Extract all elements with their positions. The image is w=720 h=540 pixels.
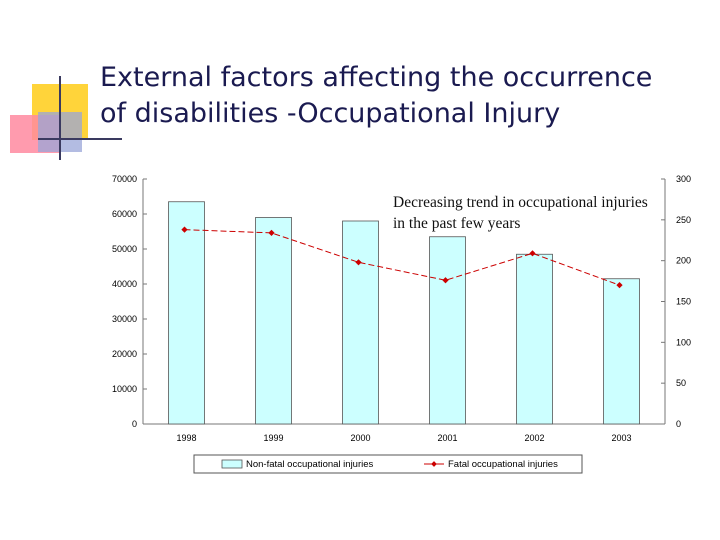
chart-annotation: Decreasing trend in occupational injurie… [390, 191, 656, 235]
right-tick-label: 300 [676, 174, 691, 184]
legend-bar-label: Non-fatal occupational injuries [246, 459, 374, 470]
right-tick-label: 200 [676, 256, 691, 266]
fatal-point-1998 [181, 226, 188, 233]
left-tick-label: 60000 [112, 209, 137, 219]
left-tick-label: 30000 [112, 314, 137, 324]
x-tick-label: 1999 [263, 433, 283, 443]
bar-2003 [603, 278, 640, 425]
left-tick-label: 50000 [112, 244, 137, 254]
slide-title: External factors affecting the occurrenc… [100, 60, 700, 132]
right-tick-label: 100 [676, 337, 691, 347]
right-tick-label: 250 [676, 215, 691, 225]
right-tick-label: 50 [676, 378, 686, 388]
x-tick-label: 1998 [176, 433, 196, 443]
legend-bar-swatch [221, 459, 243, 469]
fatal-point-2000 [355, 259, 362, 266]
left-tick-label: 20000 [112, 349, 137, 359]
left-tick-label: 10000 [112, 384, 137, 394]
x-tick-label: 2001 [437, 433, 457, 443]
legend-line-label: Fatal occupational injuries [448, 459, 558, 470]
x-axis-labels: 1998 1999 2000 2001 2002 2003 [176, 433, 631, 443]
legend: Non-fatal occupational injuries Fatal oc… [193, 454, 583, 474]
bar-2002 [516, 253, 553, 425]
bar-1998 [168, 201, 205, 425]
line-series [181, 226, 623, 289]
left-axis-ticks: 0 10000 20000 30000 40000 50000 60000 70000 [112, 174, 147, 429]
decor-horizontal-line [38, 138, 122, 140]
left-tick-label: 40000 [112, 279, 137, 289]
legend-line-marker [431, 461, 437, 467]
right-tick-label: 150 [676, 297, 691, 307]
right-axis-ticks: 0 50 100 150 200 250 300 [661, 174, 691, 429]
fatal-injuries-line [184, 229, 620, 286]
bar-2001 [429, 236, 466, 425]
right-tick-label: 0 [676, 419, 681, 429]
slide-title-line-1: External factors affecting the occurrenc… [100, 62, 653, 93]
bar-2000 [342, 220, 379, 425]
bar-series [168, 201, 640, 425]
x-tick-label: 2002 [524, 433, 544, 443]
left-tick-label: 0 [132, 419, 137, 429]
x-tick-label: 2003 [611, 433, 631, 443]
slide-title-line-2: of disabilities -Occupational Injury [100, 98, 561, 129]
x-tick-label: 2000 [350, 433, 370, 443]
fatal-point-2001 [442, 277, 449, 284]
fatal-point-2003 [616, 282, 623, 289]
legend-box [193, 454, 583, 474]
left-tick-label: 70000 [112, 174, 137, 184]
decor-vertical-line [59, 76, 61, 160]
bar-1999 [255, 217, 292, 425]
